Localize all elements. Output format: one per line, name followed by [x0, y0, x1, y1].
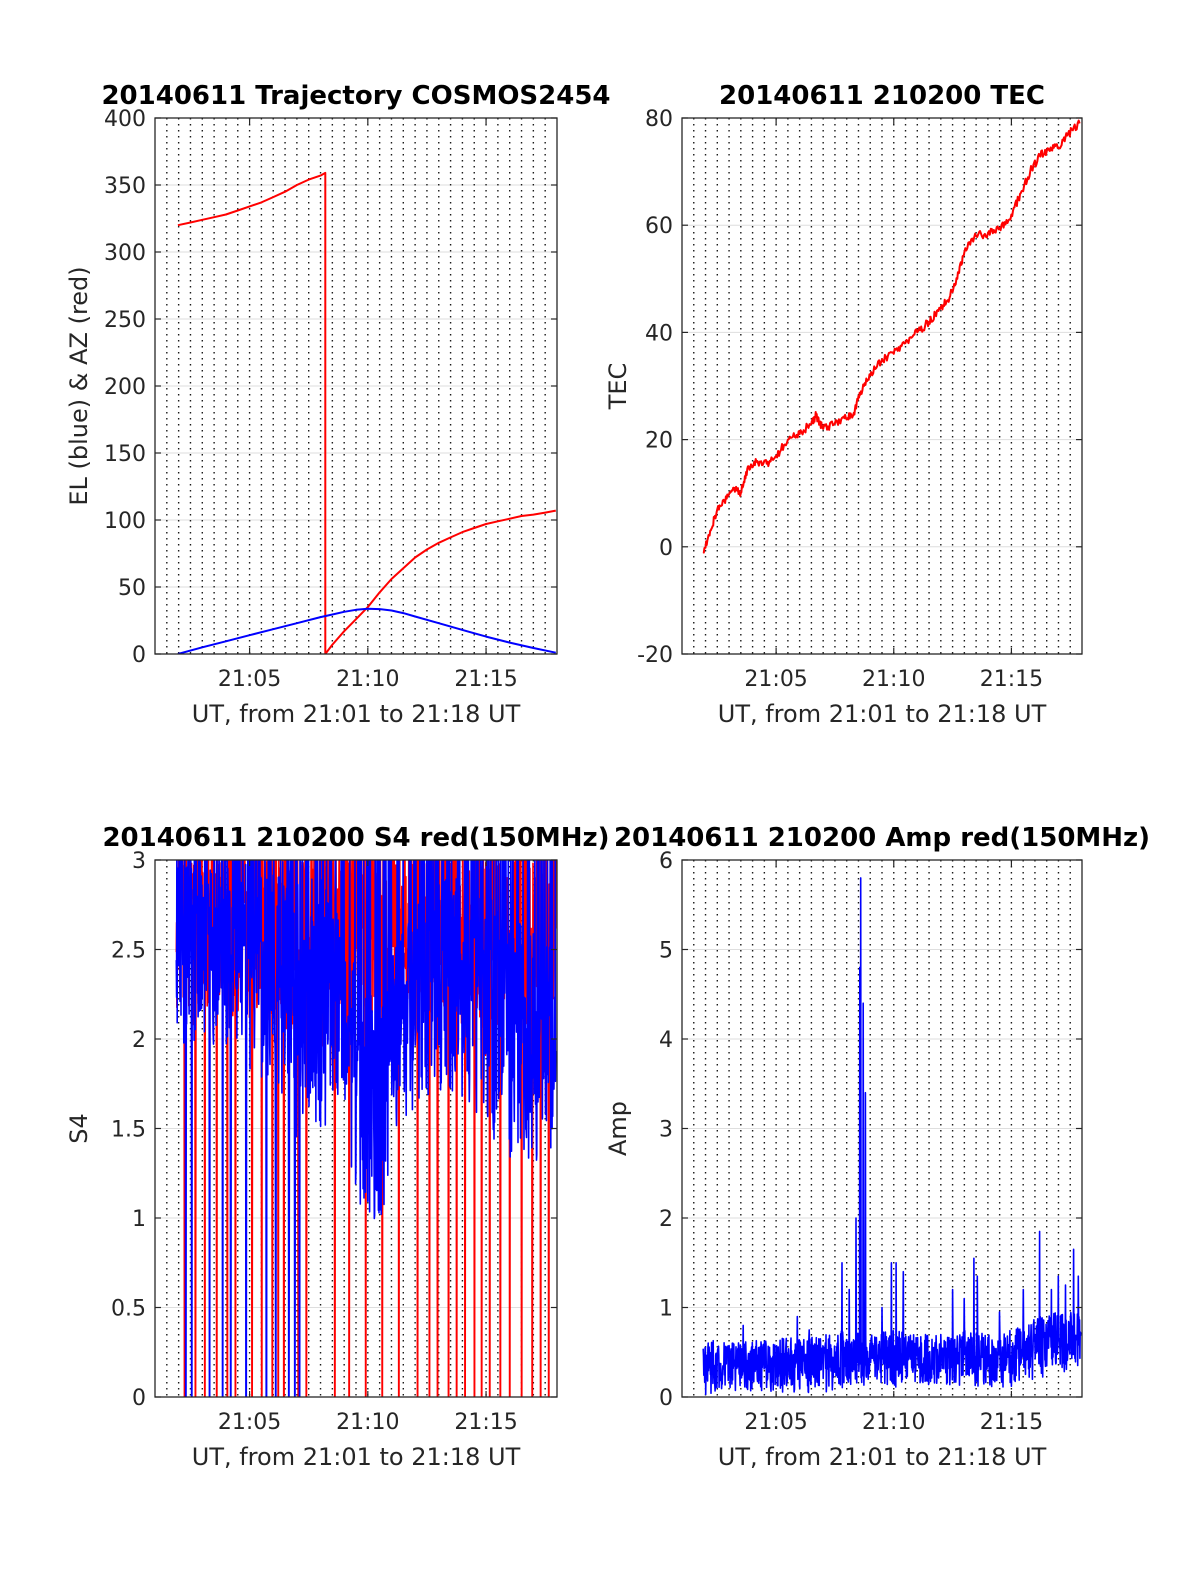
y-axis-label: TEC — [604, 363, 632, 411]
x-axis-label: UT, from 21:01 to 21:18 UT — [192, 1443, 521, 1471]
y-axis-label: Amp — [604, 1101, 632, 1156]
y-tick-label: 4 — [659, 1028, 673, 1053]
x-tick-label: 21:10 — [862, 667, 925, 692]
y-tick-label: 200 — [104, 375, 146, 400]
y-tick-label: 0 — [132, 1386, 146, 1411]
y-tick-label: 300 — [104, 241, 146, 266]
chart-title: 20140611 210200 S4 red(150MHz) — [102, 823, 609, 853]
y-tick-label: 150 — [104, 442, 146, 467]
plot-area — [682, 118, 1082, 654]
y-tick-label: 100 — [104, 509, 146, 534]
series-line-2 — [177, 607, 557, 654]
series-line-1 — [702, 877, 1082, 1396]
series-line-2 — [175, 860, 557, 1397]
y-tick-label: 5 — [659, 939, 673, 964]
x-axis-label: UT, from 21:01 to 21:18 UT — [718, 1443, 1047, 1471]
y-tick-label: 2 — [132, 1028, 146, 1053]
y-tick-label: 2.5 — [111, 939, 146, 964]
x-tick-label: 21:10 — [336, 667, 399, 692]
chart-panel-4: 0 1 2 3 4 5 6 21:05 21:10 21:15 20140611 210200 Am… — [604, 823, 1150, 1471]
chart-panel-1: 0 50 100 150 200 250 300 350 400 21:05 21:10 21:15 2… — [65, 81, 611, 728]
series-line-1 — [702, 119, 1081, 554]
data-layer — [175, 860, 557, 1397]
x-axis-label: UT, from 21:01 to 21:18 UT — [192, 700, 521, 728]
x-axis-label: UT, from 21:01 to 21:18 UT — [718, 700, 1047, 728]
data-layer — [702, 877, 1082, 1396]
y-tick-label: 60 — [645, 214, 673, 239]
y-tick-label: 0 — [132, 643, 146, 668]
y-tick-label: 20 — [645, 429, 673, 454]
data-layer — [702, 119, 1081, 554]
y-tick-label: 50 — [118, 576, 146, 601]
y-tick-label: 400 — [104, 107, 146, 132]
y-tick-label: 3 — [132, 849, 146, 874]
y-tick-label: 40 — [645, 321, 673, 346]
y-tick-label: 0.5 — [111, 1297, 146, 1322]
y-tick-label: 6 — [659, 849, 673, 874]
x-tick-label: 21:05 — [744, 667, 807, 692]
y-tick-label: 2 — [659, 1207, 673, 1232]
x-tick-label: 21:10 — [862, 1410, 925, 1435]
y-tick-label: 3 — [659, 1118, 673, 1143]
chart-title: 20140611 210200 TEC — [719, 81, 1045, 111]
y-tick-label: 0 — [659, 536, 673, 561]
x-tick-label: 21:05 — [218, 1410, 281, 1435]
y-tick-label: 0 — [659, 1386, 673, 1411]
y-tick-label: 250 — [104, 308, 146, 333]
chart-title: 20140611 210200 Amp red(150MHz) — [614, 823, 1150, 853]
y-tick-label: 1 — [132, 1207, 146, 1232]
axes-box — [681, 117, 1083, 655]
series-line-1 — [177, 171, 556, 654]
x-tick-label: 21:05 — [744, 1410, 807, 1435]
x-tick-label: 21:15 — [454, 1410, 517, 1435]
chart-panel-3: 0 0.5 1 1.5 2 2.5 3 21:05 21:10 21:15 20140611 210… — [65, 823, 610, 1471]
chart-panel-2: -20 0 20 40 60 80 21:05 21:10 21:15 20140611 2102… — [604, 81, 1083, 728]
data-layer — [177, 171, 557, 654]
x-tick-label: 21:05 — [218, 667, 281, 692]
x-tick-label: 21:15 — [980, 1410, 1043, 1435]
y-tick-label: 80 — [645, 107, 673, 132]
y-axis-label: EL (blue) & AZ (red) — [65, 266, 93, 505]
y-tick-label: 1.5 — [111, 1118, 146, 1143]
x-tick-label: 21:10 — [336, 1410, 399, 1435]
chart-title: 20140611 Trajectory COSMOS2454 — [101, 81, 610, 111]
x-tick-label: 21:15 — [980, 667, 1043, 692]
y-tick-label: -20 — [637, 643, 673, 668]
x-tick-label: 21:15 — [454, 667, 517, 692]
y-tick-label: 350 — [104, 174, 146, 199]
y-axis-label: S4 — [65, 1113, 93, 1144]
y-tick-label: 1 — [659, 1297, 673, 1322]
